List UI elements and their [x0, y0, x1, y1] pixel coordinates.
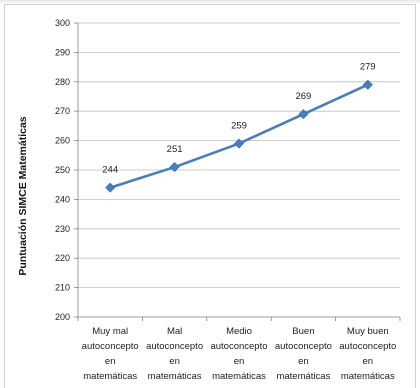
x-category-label-line: Buen [292, 326, 314, 337]
x-category-label-line: Muy buen [347, 326, 389, 337]
data-labels: 244 251 259 269 279 [102, 62, 375, 176]
x-category-label-line: en [105, 356, 116, 367]
y-tick-label: 220 [55, 253, 70, 263]
x-category-label-line: autoconcepto [339, 341, 396, 352]
y-tick-label: 250 [55, 165, 70, 175]
x-category-label-line: autoconcepto [82, 341, 139, 352]
x-category-label: Mal autoconcepto en matemáticas [146, 326, 203, 382]
axes [74, 22, 401, 321]
x-category-label: Medio autoconcepto en matemáticas [210, 326, 267, 382]
x-category-label-line: en [169, 356, 180, 367]
y-tick-label: 300 [55, 18, 70, 28]
y-axis-title: Puntuación SIMCE Matemáticas [17, 116, 29, 275]
x-category-label: Buen autoconcepto en matemáticas [275, 326, 332, 382]
data-label: 259 [231, 121, 247, 132]
x-category-label-line: matemáticas [341, 371, 395, 382]
x-category-label-line: autoconcepto [146, 341, 203, 352]
chart-frame [4, 4, 416, 388]
y-tick-label: 240 [55, 194, 70, 204]
x-category-label-line: en [363, 356, 374, 367]
x-category-label-line: autoconcepto [210, 341, 267, 352]
data-point [105, 182, 116, 193]
data-point [169, 162, 180, 173]
x-category-label: Muy buen autoconcepto en matemáticas [339, 326, 396, 382]
series-line [109, 83, 369, 189]
y-tick-label: 260 [55, 136, 70, 146]
data-point [298, 109, 309, 120]
x-category-label-line: Mal [167, 326, 182, 337]
x-category-label-line: autoconcepto [275, 341, 332, 352]
data-point [362, 79, 373, 90]
x-category-label-line: matemáticas [212, 371, 266, 382]
y-tick-label: 200 [55, 312, 70, 322]
data-label: 279 [360, 62, 376, 73]
y-tick-labels: 200 210 220 230 240 250 260 270 280 290 300 [55, 18, 70, 322]
y-tick-label: 280 [55, 77, 70, 87]
y-tick-label: 270 [55, 106, 70, 116]
top-strip [0, 0, 420, 4]
x-category-label-line: Muy mal [92, 326, 128, 337]
x-category-label: Muy mal autoconcepto en matemáticas [82, 326, 139, 382]
y-tick-label: 230 [55, 224, 70, 234]
data-point [233, 138, 245, 149]
x-category-label-line: matemáticas [276, 371, 330, 382]
series [105, 79, 373, 193]
data-label: 269 [295, 91, 311, 102]
y-tick-label: 210 [55, 283, 70, 293]
x-category-labels: Muy mal autoconcepto en matemáticas Mal autoc… [82, 326, 397, 382]
data-label: 244 [102, 165, 118, 176]
y-tick-label: 290 [55, 47, 70, 57]
data-label: 251 [167, 144, 183, 155]
gridlines [78, 22, 400, 289]
x-category-label-line: Medio [226, 326, 252, 337]
x-category-label-line: en [234, 356, 245, 367]
x-category-label-line: en [298, 356, 309, 367]
x-category-label-line: matemáticas [148, 371, 202, 382]
x-category-label-line: matemáticas [83, 371, 137, 382]
